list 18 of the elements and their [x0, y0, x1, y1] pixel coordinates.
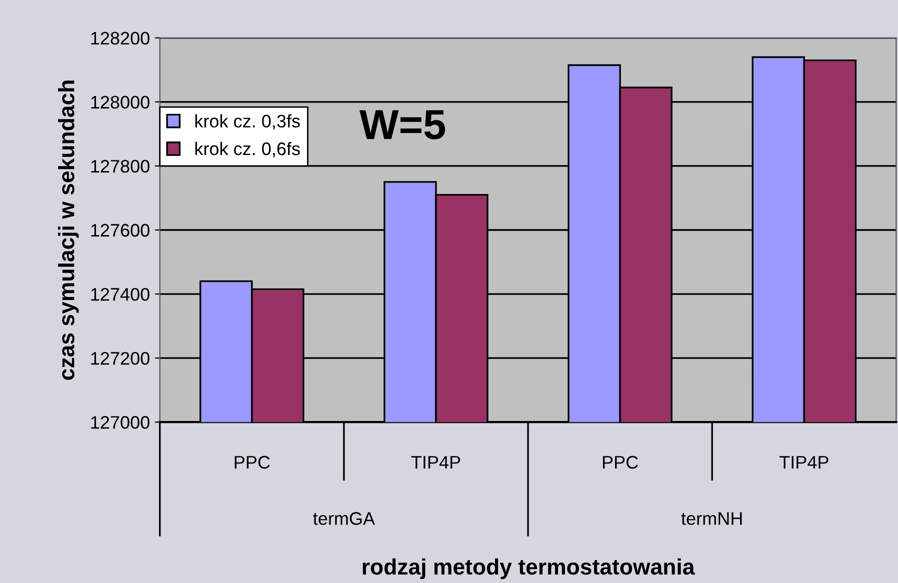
y-tick-label: 127000: [91, 416, 150, 429]
y-tick-label: 127400: [91, 288, 150, 301]
y-axis-title: czas symulacji w sekundach: [58, 80, 79, 380]
y-tick-label: 128200: [91, 32, 150, 45]
x-axis-title: rodzaj metody termostatowania: [362, 558, 695, 580]
legend-label: krok cz. 0,3fs: [195, 114, 300, 130]
text: termNH: [681, 512, 742, 525]
x-tick-label: TIP4P: [779, 456, 828, 469]
x-tick-label: PPC: [602, 456, 638, 469]
legend-label: krok cz. 0,6fs: [195, 142, 300, 158]
y-tick-label: 127800: [91, 160, 150, 173]
y-tick-label: 127600: [91, 224, 150, 237]
x-tick-label: TIP4P: [411, 456, 460, 469]
text: termGA: [313, 512, 375, 525]
x-tick-label: PPC: [234, 456, 270, 469]
annotation: W=5: [359, 110, 446, 140]
y-tick-label: 128000: [91, 96, 150, 109]
y-tick-label: 127200: [91, 352, 150, 365]
